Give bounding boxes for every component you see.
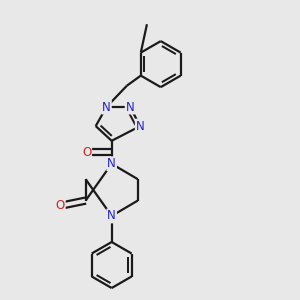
Text: N: N xyxy=(102,100,111,114)
Text: N: N xyxy=(126,100,134,114)
Text: N: N xyxy=(136,120,145,133)
Text: N: N xyxy=(107,157,116,170)
Text: O: O xyxy=(82,146,91,159)
Text: O: O xyxy=(56,199,65,212)
Text: N: N xyxy=(107,209,116,222)
